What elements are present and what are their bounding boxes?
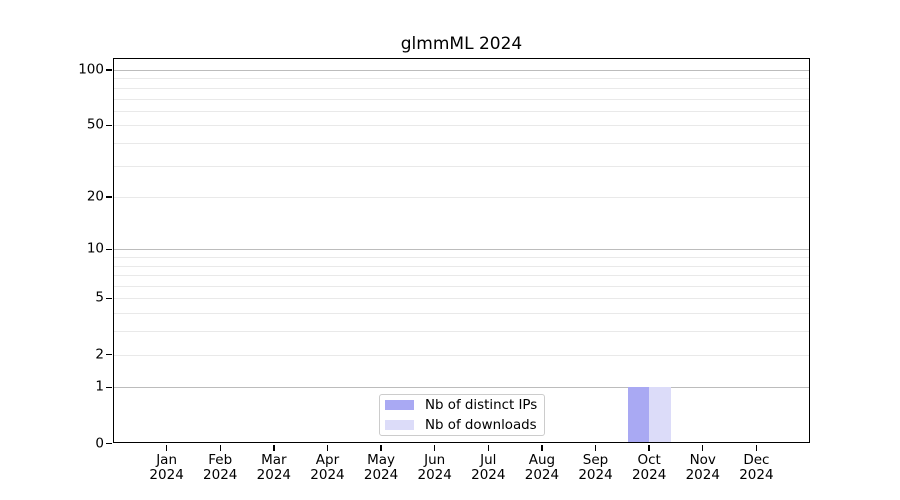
minor-gridline <box>114 125 809 127</box>
legend-item-downloads: Nb of downloads <box>385 417 544 434</box>
y-tick-label: 20 <box>86 188 104 205</box>
x-tick-mark <box>541 444 543 451</box>
x-tick-mark <box>702 444 704 451</box>
x-tick-year: 2024 <box>149 467 184 483</box>
y-tick-label: 5 <box>95 289 104 306</box>
x-tick-month: Feb <box>208 451 233 468</box>
minor-gridline <box>114 331 809 333</box>
x-tick-mark <box>326 444 329 451</box>
x-tick-year: 2024 <box>256 467 292 483</box>
legend: Nb of distinct IPs Nb of downloads <box>379 394 545 436</box>
x-tick-year: 2024 <box>203 467 238 483</box>
x-tick-year: 2024 <box>578 467 613 483</box>
y-tick-mark <box>106 248 112 251</box>
x-tick-year: 2024 <box>417 467 452 483</box>
x-tick-mark <box>594 444 597 451</box>
x-tick-year: 2024 <box>471 467 506 483</box>
x-tick-label: Jan 2024 <box>132 451 202 484</box>
y-tick-mark <box>106 297 112 300</box>
x-tick-label: Dec 2024 <box>721 451 791 484</box>
x-tick-month: Sep <box>582 451 609 468</box>
x-tick-label: Oct 2024 <box>614 451 684 484</box>
x-tick-year: 2024 <box>310 467 345 483</box>
x-tick-label: Jul 2024 <box>453 451 523 484</box>
y-tick-mark <box>106 69 112 71</box>
y-tick-mark <box>106 196 112 198</box>
x-tick-mark <box>273 444 275 451</box>
minor-gridline <box>114 78 809 80</box>
x-tick-year: 2024 <box>631 467 667 483</box>
x-tick-mark <box>380 444 382 451</box>
y-tick-mark <box>106 442 112 445</box>
minor-gridline <box>114 265 809 267</box>
legend-label-distinct-ips: Nb of distinct IPs <box>425 397 538 413</box>
x-tick-month: Nov <box>689 451 716 468</box>
minor-gridline <box>114 354 809 356</box>
x-tick-year: 2024 <box>685 467 720 483</box>
x-tick-month: May <box>367 451 396 468</box>
x-tick-month: Dec <box>743 451 770 468</box>
major-gridline <box>114 69 809 71</box>
minor-gridline <box>114 313 809 315</box>
y-tick-label: 10 <box>86 240 104 257</box>
y-tick-mark <box>106 386 112 389</box>
x-tick-label: Aug 2024 <box>507 451 577 484</box>
x-tick-month: Mar <box>261 451 287 468</box>
minor-gridline <box>114 286 809 288</box>
chart-title: glmmML 2024 <box>400 34 523 54</box>
x-tick-label: Mar 2024 <box>239 451 309 484</box>
minor-gridline <box>114 257 809 259</box>
x-tick-month: Jun <box>424 451 446 468</box>
y-tick-label: 50 <box>86 116 104 133</box>
x-tick-month: Aug <box>528 451 556 468</box>
minor-gridline <box>114 298 809 300</box>
x-tick-label: May 2024 <box>346 451 416 484</box>
major-gridline <box>114 249 809 251</box>
minor-gridline <box>114 275 809 277</box>
major-gridline <box>114 387 809 389</box>
x-tick-label: Feb 2024 <box>185 451 255 484</box>
x-tick-label: Apr 2024 <box>292 451 362 484</box>
x-tick-label: Jun 2024 <box>400 451 470 484</box>
x-tick-year: 2024 <box>524 467 560 483</box>
x-tick-label: Nov 2024 <box>668 451 738 484</box>
x-tick-mark <box>755 444 758 451</box>
y-tick-label: 1 <box>95 378 104 395</box>
minor-gridline <box>114 197 809 199</box>
x-tick-label: Sep 2024 <box>561 451 631 484</box>
x-tick-month: Oct <box>637 451 661 468</box>
minor-gridline <box>114 110 809 112</box>
y-tick-label: 2 <box>95 345 104 362</box>
x-tick-month: Apr <box>315 451 340 468</box>
y-tick-label: 100 <box>78 61 104 78</box>
x-tick-year: 2024 <box>363 467 399 483</box>
minor-gridline <box>114 165 809 167</box>
bar-distinct-ips <box>627 387 650 444</box>
y-tick-mark <box>106 124 112 126</box>
bar-downloads <box>649 387 671 444</box>
x-tick-mark <box>219 444 221 451</box>
legend-label-downloads: Nb of downloads <box>425 417 537 433</box>
y-tick-mark <box>106 353 112 356</box>
legend-item-distinct-ips: Nb of distinct IPs <box>385 397 544 414</box>
x-tick-year: 2024 <box>739 467 774 483</box>
x-tick-mark <box>648 444 650 451</box>
legend-swatch-distinct-ips <box>385 400 414 410</box>
x-tick-mark <box>433 444 436 451</box>
y-tick-label: 0 <box>95 434 104 451</box>
minor-gridline <box>114 98 809 100</box>
x-tick-month: Jan <box>156 451 178 468</box>
minor-gridline <box>114 142 809 144</box>
x-tick-month: Jul <box>480 451 497 468</box>
x-tick-mark <box>165 444 168 451</box>
legend-swatch-downloads <box>385 420 414 430</box>
x-tick-mark <box>487 444 489 451</box>
minor-gridline <box>114 87 809 89</box>
